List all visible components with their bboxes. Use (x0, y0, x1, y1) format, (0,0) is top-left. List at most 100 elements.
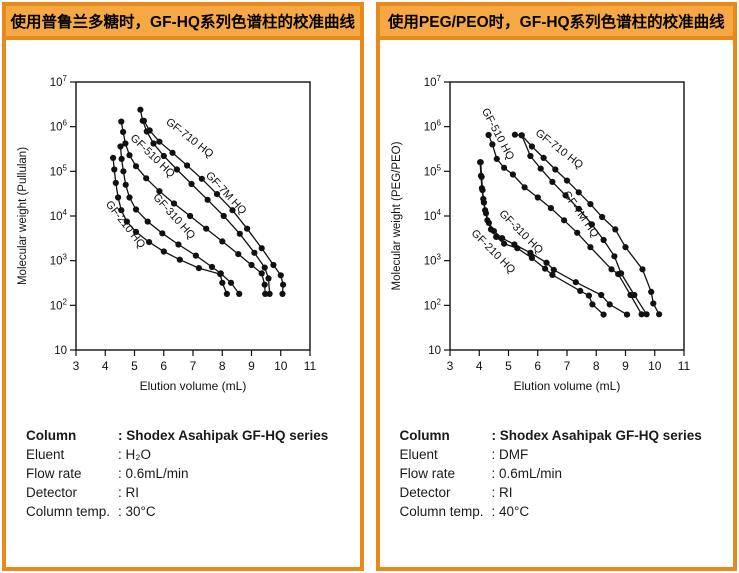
y-tick-label: 102 (50, 297, 68, 312)
conditions-table-peg-peo: Column : Shodex Asahipak GF-HQ series El… (400, 426, 702, 521)
data-point (478, 187, 486, 194)
condition-row-column: Column : Shodex Asahipak GF-HQ series (400, 426, 702, 445)
data-point (493, 155, 500, 162)
condition-label: Eluent (26, 447, 65, 462)
condition-label: Flow rate (399, 466, 456, 481)
condition-label: Detector (399, 485, 451, 500)
condition-label: Column (26, 428, 77, 443)
data-point (204, 196, 211, 203)
data-point (598, 213, 605, 221)
condition-row-detector: Detector : RI (400, 483, 702, 502)
data-point (126, 152, 133, 159)
data-point (560, 217, 567, 224)
data-point (638, 266, 646, 273)
x-tick-label: 3 (73, 359, 80, 373)
data-point (195, 265, 202, 272)
data-point (110, 154, 117, 161)
condition-value: : RI (118, 485, 140, 500)
data-point (160, 248, 167, 255)
series-label-GF-510-HQ: GF-510 HQ (128, 132, 178, 180)
data-point (137, 106, 144, 113)
data-point (156, 188, 163, 195)
data-point (188, 180, 195, 188)
data-point (541, 265, 548, 272)
data-point (159, 230, 166, 237)
data-point (160, 152, 167, 160)
data-point (258, 270, 265, 277)
data-point (547, 205, 554, 212)
y-tick-label: 10 (428, 345, 441, 357)
x-tick-label: 7 (190, 359, 197, 373)
data-point (146, 127, 153, 134)
data-point (630, 291, 637, 299)
data-point (251, 249, 258, 256)
x-tick-label: 4 (475, 359, 482, 373)
data-point (563, 177, 570, 184)
data-point (490, 228, 497, 235)
condition-row-eluent: Eluent : H₂O (26, 445, 328, 464)
condition-value: : DMF (491, 447, 529, 462)
calibration-chart-pullulan: 10 102 103 104 105 106 107 3 4 5 6 7 8 9 10 11 Elution v… (17, 74, 317, 393)
series-curve-GF-310-HQ (479, 162, 627, 316)
condition-row-flow-rate: Flow rate : 0.6mL/min (400, 464, 702, 483)
data-point (223, 290, 230, 297)
data-point (528, 254, 535, 262)
x-tick-label: 10 (648, 359, 662, 373)
data-point (235, 251, 242, 258)
x-tick-label: 11 (304, 359, 317, 373)
data-point (492, 233, 499, 240)
data-point (588, 301, 595, 308)
data-point (528, 143, 535, 150)
panel-pullulan: 使用普鲁兰多糖时，GF-HQ系列色谱柱的校准曲线 10 102 103 104 105 1… (2, 2, 364, 571)
data-point (132, 163, 140, 170)
data-point (643, 311, 650, 318)
data-point (236, 290, 243, 297)
data-point (600, 236, 607, 244)
data-point (611, 226, 618, 233)
y-tick-label: 106 (50, 119, 68, 134)
panel-peg-peo-title: 使用PEG/PEO时，GF-HQ系列色谱柱的校准曲线 (387, 14, 725, 31)
data-point (542, 259, 550, 266)
series-label-GF-710-HQ: GF-710 HQ (532, 127, 585, 172)
data-point (118, 207, 125, 214)
data-point (112, 179, 119, 186)
condition-label: Eluent (399, 447, 438, 462)
data-point (509, 171, 516, 178)
data-point (203, 225, 210, 232)
data-point (143, 175, 150, 182)
x-tick-label: 9 (248, 359, 255, 373)
x-tick-label: 10 (274, 359, 288, 373)
data-point (156, 138, 163, 145)
data-point (213, 191, 221, 198)
condition-value: : RI (491, 485, 513, 500)
data-point (498, 235, 505, 242)
data-point (279, 290, 286, 297)
data-point (265, 275, 272, 282)
data-point (526, 249, 533, 256)
data-point (482, 210, 489, 217)
data-point (117, 143, 124, 150)
conditions-table-pullulan: Column : Shodex Asahipak GF-HQ series El… (26, 426, 328, 521)
calibration-chart-peg-peo: 10 102 103 104 105 106 107 3 4 5 6 7 8 9 10 11 Elution v… (391, 74, 691, 393)
data-point (248, 261, 255, 269)
y-tick-label: 107 (423, 74, 441, 89)
y-tick-label: 104 (423, 208, 441, 223)
panel-peg-peo: 使用PEG/PEO时，GF-HQ系列色谱柱的校准曲线 10 102 103 104 10… (375, 2, 737, 571)
condition-value: : Shodex Asahipak GF-HQ series (491, 428, 702, 443)
data-point (126, 194, 133, 201)
condition-value: : 30°C (118, 504, 156, 519)
x-axis-title: Elution volume (mL) (513, 379, 620, 393)
data-point (111, 166, 118, 173)
data-point (510, 241, 517, 248)
x-tick-label: 9 (622, 359, 629, 373)
data-point (150, 140, 157, 147)
y-tick-label: 10 (54, 345, 67, 357)
series-label-GF-7M-HQ: GF-7M HQ (560, 189, 601, 240)
data-point (478, 173, 485, 180)
y-tick-label: 103 (50, 253, 68, 268)
data-point (655, 311, 662, 318)
series-curve-GF-510-HQ (120, 121, 266, 294)
data-point (623, 311, 630, 318)
data-point (548, 178, 555, 185)
